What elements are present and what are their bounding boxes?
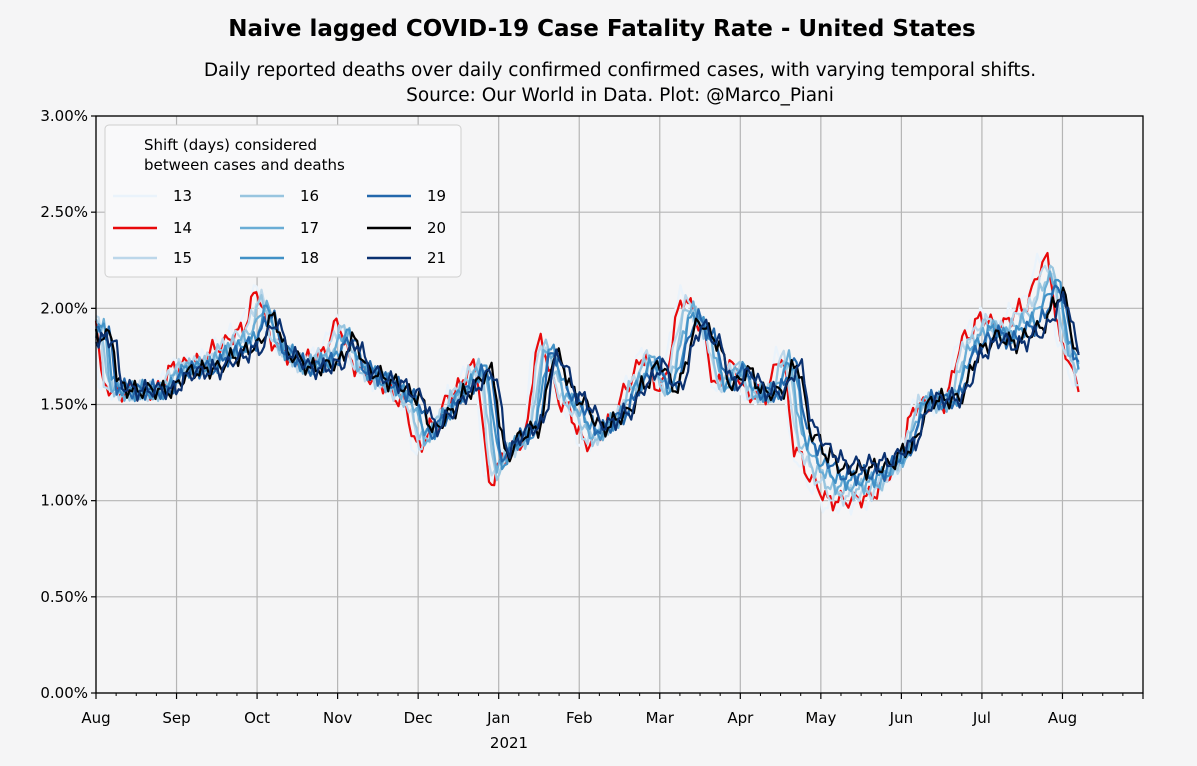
series-line-20 bbox=[94, 286, 1080, 481]
x-tick-label: Apr bbox=[727, 709, 754, 727]
legend-label-16: 16 bbox=[300, 187, 319, 205]
series-lines bbox=[94, 251, 1080, 516]
chart-subtitle-line-1: Daily reported deaths over daily confirm… bbox=[204, 60, 1036, 81]
y-tick-label: 2.50% bbox=[40, 203, 88, 221]
legend-title-line-2: between cases and deaths bbox=[144, 156, 345, 174]
x-axis: Aug Sep Oct Nov Dec Jan Feb Mar Apr May Jun Jul Aug bbox=[81, 693, 1144, 727]
legend-label-18: 18 bbox=[300, 249, 319, 267]
x-tick-label: Aug bbox=[1048, 709, 1077, 727]
legend-title-line-1: Shift (days) considered bbox=[144, 136, 317, 154]
legend-box bbox=[104, 124, 462, 278]
y-tick-label: 3.00% bbox=[40, 107, 88, 125]
x-tick-label: Jun bbox=[889, 709, 913, 727]
y-tick-label: 0.00% bbox=[40, 684, 88, 702]
legend[interactable]: Shift (days) considered between cases an… bbox=[104, 124, 462, 278]
legend-label-13: 13 bbox=[173, 187, 192, 205]
x-tick-label: May bbox=[805, 709, 836, 727]
legend-label-15: 15 bbox=[173, 249, 192, 267]
x-tick-label: Feb bbox=[566, 709, 593, 727]
x-tick-label: Sep bbox=[162, 709, 190, 727]
chart-subtitle-line-2: Source: Our World in Data. Plot: @Marco_… bbox=[406, 85, 834, 106]
y-tick-label: 1.50% bbox=[40, 396, 88, 414]
y-tick-label: 2.00% bbox=[40, 299, 88, 317]
x-tick-label: Mar bbox=[646, 709, 675, 727]
y-tick-label: 0.50% bbox=[40, 588, 88, 606]
x-year-label: 2021 bbox=[490, 734, 528, 752]
x-tick-label: Jan bbox=[486, 709, 510, 727]
x-tick-label: Dec bbox=[404, 709, 433, 727]
legend-label-19: 19 bbox=[427, 187, 446, 205]
x-tick-label: Oct bbox=[244, 709, 270, 727]
x-tick-label: Aug bbox=[81, 709, 110, 727]
y-axis: 0.00% 0.50% 1.00% 1.50% 2.00% 2.50% 3.00% bbox=[40, 107, 96, 702]
x-tick-label: Jul bbox=[972, 709, 991, 727]
legend-label-14: 14 bbox=[173, 219, 192, 237]
x-tick-label: Nov bbox=[323, 709, 352, 727]
legend-label-20: 20 bbox=[427, 219, 446, 237]
legend-entries: 13 14 15 16 17 18 19 20 21 bbox=[113, 187, 446, 267]
y-tick-label: 1.00% bbox=[40, 492, 88, 510]
series-line-21 bbox=[95, 291, 1080, 475]
series-line-17 bbox=[95, 270, 1080, 496]
legend-label-17: 17 bbox=[300, 219, 319, 237]
chart-title: Naive lagged COVID-19 Case Fatality Rate… bbox=[228, 16, 976, 42]
legend-label-21: 21 bbox=[427, 249, 446, 267]
